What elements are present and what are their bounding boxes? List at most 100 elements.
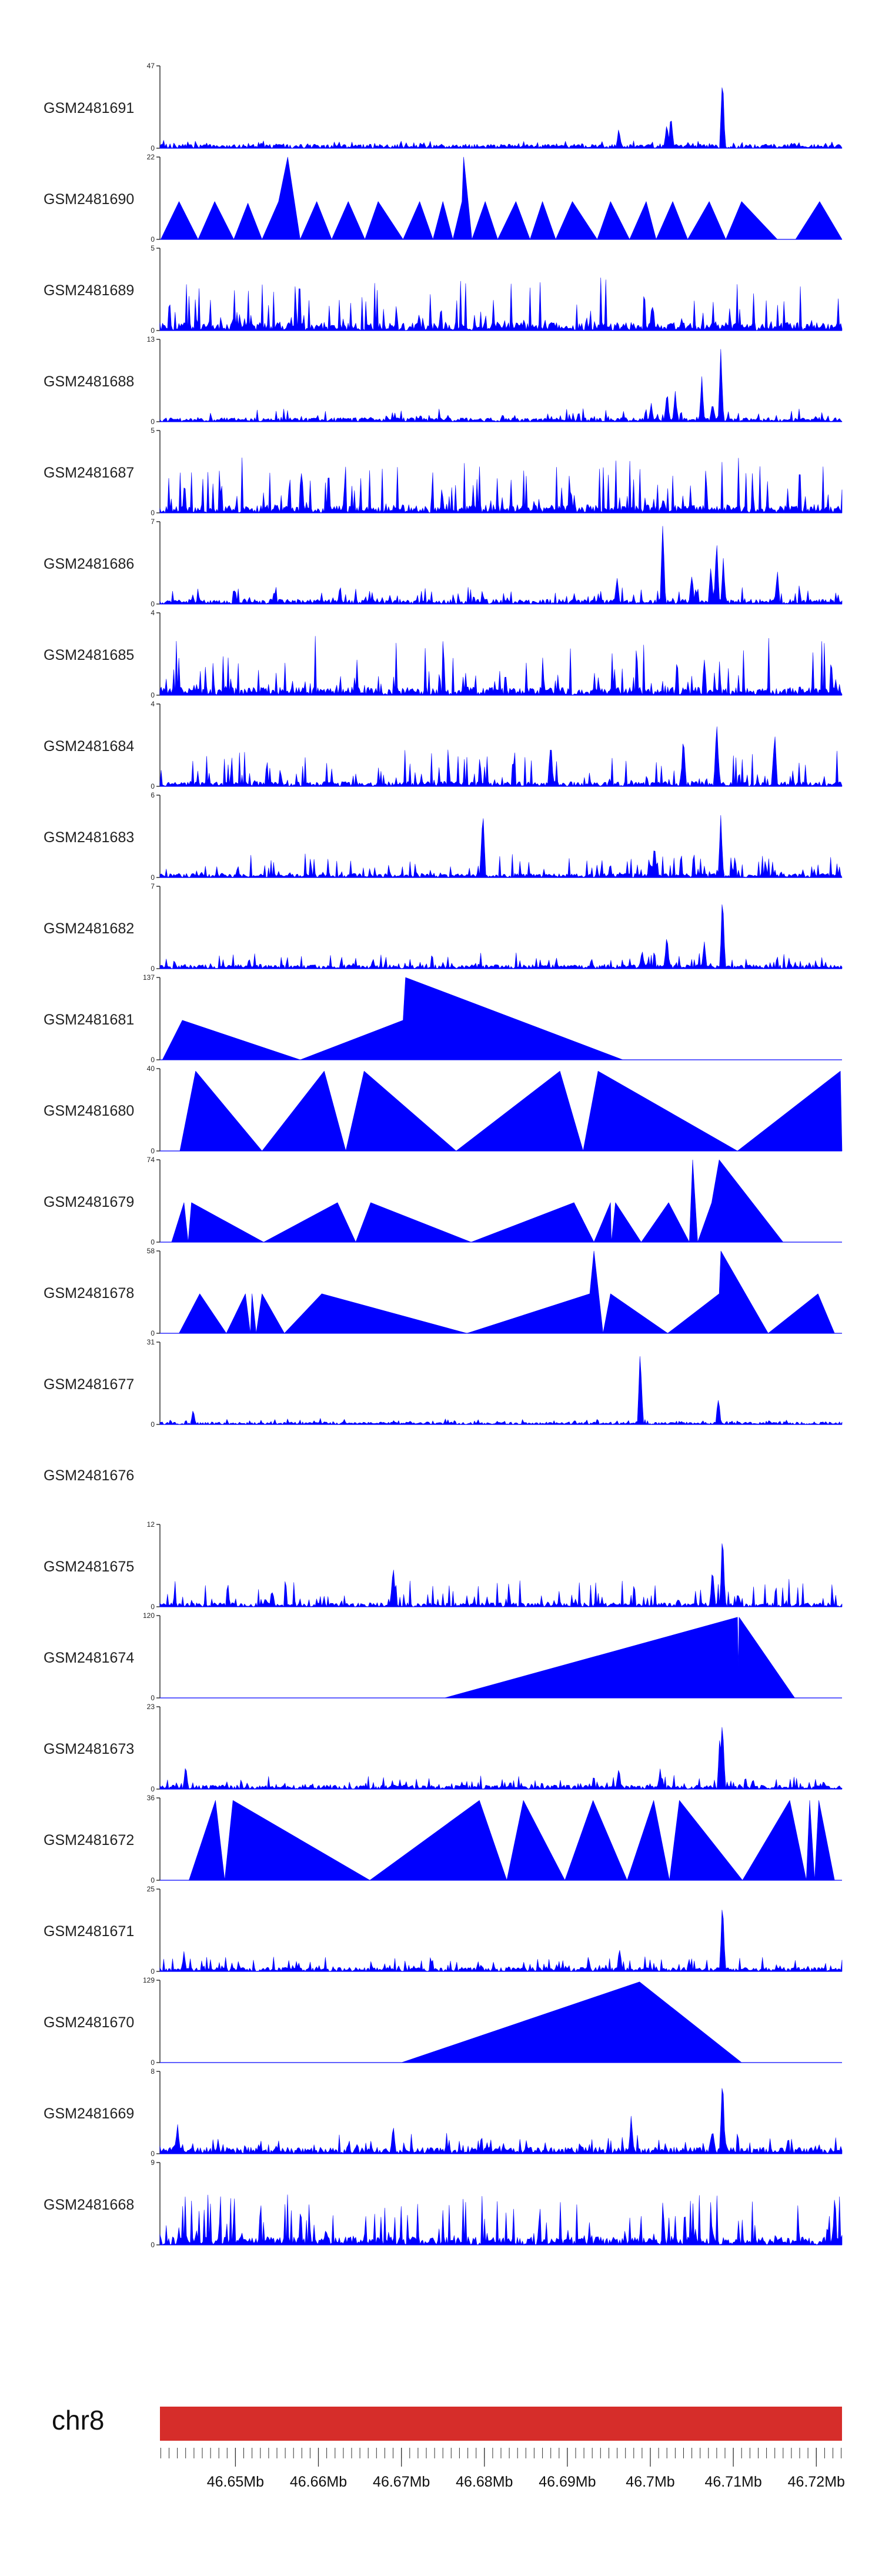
track-label: GSM2481674 bbox=[44, 1650, 134, 1666]
track-label: GSM2481683 bbox=[44, 829, 134, 846]
y-min-label: 0 bbox=[151, 1967, 155, 1976]
y-max-label: 40 bbox=[147, 1065, 155, 1073]
y-max-label: 22 bbox=[147, 153, 155, 161]
track-label: GSM2481675 bbox=[44, 1559, 134, 1575]
coverage-area bbox=[161, 156, 843, 240]
track-GSM2481690: GSM2481690 22 0 bbox=[44, 153, 843, 243]
track-GSM2481669: GSM2481669 8 0 bbox=[44, 2067, 843, 2158]
y-max-label: 13 bbox=[147, 335, 155, 343]
y-max-label: 129 bbox=[143, 1976, 155, 1984]
y-min-label: 0 bbox=[151, 2241, 155, 2249]
coverage-area bbox=[159, 904, 843, 969]
track-GSM2481678: GSM2481678 58 0 bbox=[44, 1247, 842, 1337]
y-max-label: 47 bbox=[147, 62, 155, 70]
y-min-label: 0 bbox=[151, 1329, 155, 1337]
track-GSM2481668: GSM2481668 9 0 bbox=[44, 2158, 843, 2249]
y-max-label: 31 bbox=[147, 1338, 155, 1346]
coverage-area bbox=[159, 349, 843, 422]
y-max-label: 58 bbox=[147, 1247, 155, 1255]
y-min-label: 0 bbox=[151, 144, 155, 152]
track-label: GSM2481682 bbox=[44, 920, 134, 937]
track-label: GSM2481681 bbox=[44, 1012, 134, 1028]
y-min-label: 0 bbox=[151, 873, 155, 882]
y-min-label: 0 bbox=[151, 1056, 155, 1064]
track-label: GSM2481672 bbox=[44, 1832, 134, 1848]
track-label: GSM2481686 bbox=[44, 556, 134, 572]
position-label: 46.66Mb bbox=[290, 2474, 347, 2490]
position-label: 46.71Mb bbox=[704, 2474, 761, 2490]
track-GSM2481686: GSM2481686 7 0 bbox=[44, 518, 843, 608]
track-label: GSM2481676 bbox=[44, 1467, 134, 1484]
coverage-area bbox=[171, 1159, 784, 1243]
track-GSM2481685: GSM2481685 4 0 bbox=[44, 609, 843, 699]
y-min-label: 0 bbox=[151, 235, 155, 243]
track-GSM2481677: GSM2481677 31 0 bbox=[44, 1338, 843, 1429]
track-label: GSM2481670 bbox=[44, 2014, 134, 2031]
y-max-label: 12 bbox=[147, 1520, 155, 1529]
coverage-area bbox=[401, 1981, 742, 2063]
y-min-label: 0 bbox=[151, 326, 155, 335]
y-max-label: 137 bbox=[143, 973, 155, 982]
y-max-label: 6 bbox=[151, 791, 155, 799]
coverage-area bbox=[159, 2088, 843, 2154]
track-GSM2481684: GSM2481684 4 0 bbox=[44, 700, 843, 790]
coverage-area bbox=[159, 526, 843, 605]
track-label: GSM2481673 bbox=[44, 1741, 134, 1757]
coverage-area bbox=[159, 2194, 843, 2245]
track-label: GSM2481678 bbox=[44, 1285, 134, 1302]
coverage-area bbox=[159, 87, 843, 149]
y-min-label: 0 bbox=[151, 1238, 155, 1246]
track-GSM2481674: GSM2481674 120 0 bbox=[44, 1611, 842, 1702]
track-label: GSM2481679 bbox=[44, 1194, 134, 1210]
coverage-area bbox=[159, 636, 843, 696]
y-min-label: 0 bbox=[151, 2058, 155, 2067]
y-min-label: 0 bbox=[151, 1694, 155, 1702]
track-label: GSM2481671 bbox=[44, 1923, 134, 1940]
y-max-label: 120 bbox=[143, 1611, 155, 1620]
y-max-label: 5 bbox=[151, 244, 155, 252]
y-min-label: 0 bbox=[151, 1603, 155, 1611]
y-min-label: 0 bbox=[151, 418, 155, 426]
track-label: GSM2481691 bbox=[44, 100, 134, 116]
track-label: GSM2481684 bbox=[44, 738, 134, 755]
coverage-area bbox=[179, 1250, 835, 1334]
track-label: GSM2481677 bbox=[44, 1376, 134, 1393]
y-max-label: 4 bbox=[151, 609, 155, 617]
track-GSM2481672: GSM2481672 36 0 bbox=[44, 1794, 842, 1884]
y-min-label: 0 bbox=[151, 509, 155, 517]
position-label: 46.7Mb bbox=[626, 2474, 674, 2490]
track-label: GSM2481685 bbox=[44, 647, 134, 663]
y-max-label: 4 bbox=[151, 700, 155, 708]
track-GSM2481687: GSM2481687 5 0 bbox=[44, 426, 843, 517]
y-min-label: 0 bbox=[151, 1785, 155, 1793]
y-max-label: 36 bbox=[147, 1794, 155, 1802]
track-label: GSM2481668 bbox=[44, 2197, 134, 2213]
coverage-area bbox=[159, 815, 843, 878]
coverage-area bbox=[159, 278, 843, 331]
coverage-area bbox=[179, 1070, 843, 1152]
coverage-area bbox=[162, 977, 623, 1060]
position-label: 46.68Mb bbox=[456, 2474, 513, 2490]
track-label: GSM2481688 bbox=[44, 373, 134, 390]
track-GSM2481676: GSM2481676 bbox=[44, 1467, 134, 1484]
position-label: 46.65Mb bbox=[207, 2474, 264, 2490]
y-min-label: 0 bbox=[151, 1876, 155, 1884]
coverage-area bbox=[159, 458, 843, 513]
y-max-label: 8 bbox=[151, 2067, 155, 2076]
y-max-label: 7 bbox=[151, 882, 155, 890]
track-label: GSM2481689 bbox=[44, 282, 134, 299]
track-GSM2481691: GSM2481691 47 0 bbox=[44, 62, 843, 152]
track-GSM2481688: GSM2481688 13 0 bbox=[44, 335, 843, 426]
track-GSM2481673: GSM2481673 23 0 bbox=[44, 1703, 843, 1793]
coverage-area bbox=[159, 1356, 843, 1425]
track-GSM2481670: GSM2481670 129 0 bbox=[44, 1976, 842, 2067]
track-label: GSM2481680 bbox=[44, 1103, 134, 1119]
y-max-label: 23 bbox=[147, 1703, 155, 1711]
y-min-label: 0 bbox=[151, 691, 155, 699]
y-max-label: 5 bbox=[151, 426, 155, 435]
position-label: 46.69Mb bbox=[539, 2474, 596, 2490]
track-GSM2481681: GSM2481681 137 0 bbox=[44, 973, 842, 1064]
track-GSM2481679: GSM2481679 74 0 bbox=[44, 1156, 842, 1246]
y-max-label: 7 bbox=[151, 518, 155, 526]
